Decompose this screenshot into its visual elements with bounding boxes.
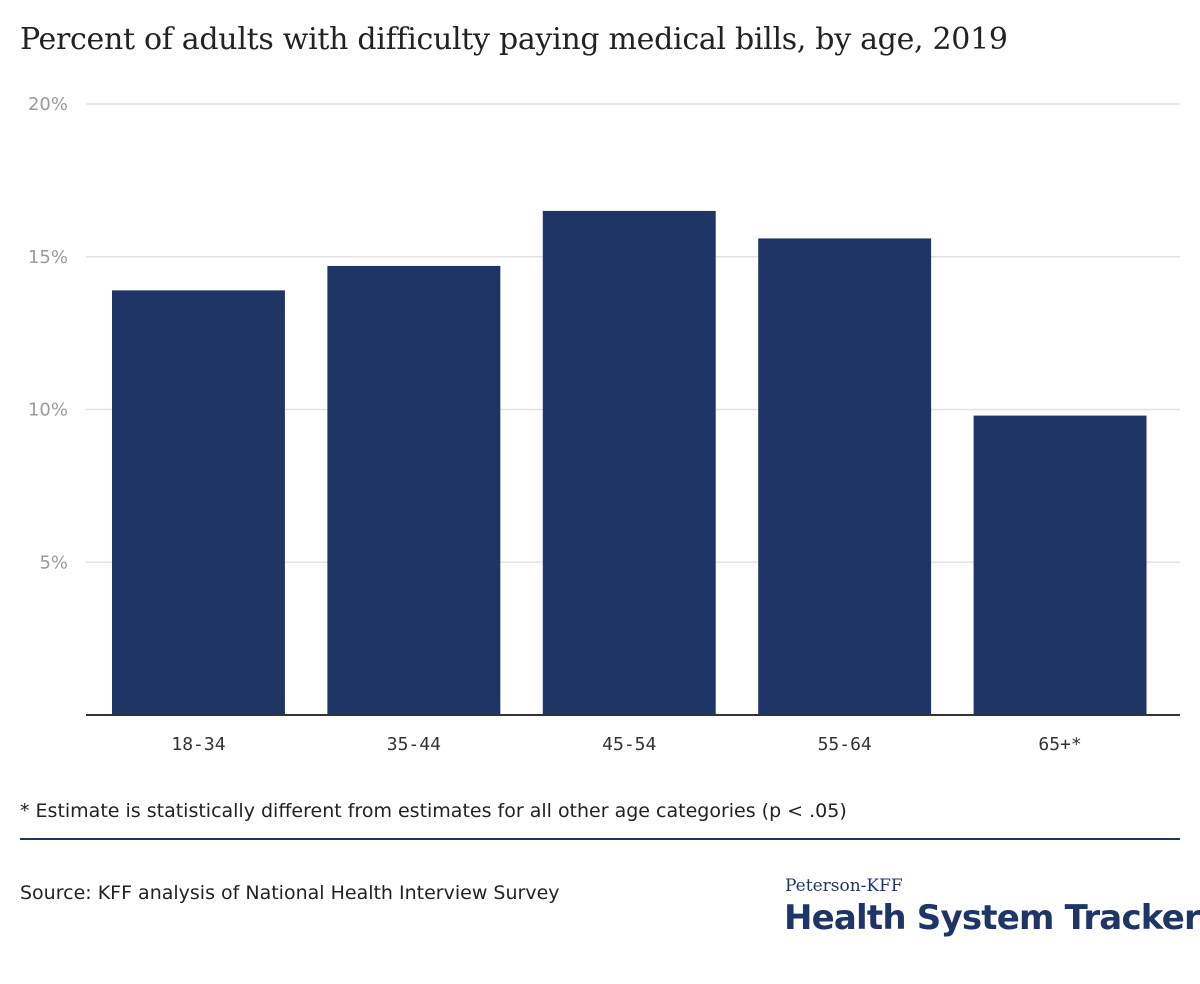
y-tick-label: 20% — [28, 94, 68, 115]
y-tick-label: 5% — [39, 552, 68, 573]
bar-65[interactable] — [973, 415, 1147, 715]
x-tick-label: 45-54 — [602, 734, 656, 755]
x-tick-label: 18-34 — [171, 734, 225, 755]
chart-title: Percent of adults with difficulty paying… — [20, 22, 1008, 57]
labels: 5% 10% 15% 20% 18-34 35-44 45-54 55-64 65+* — [28, 94, 1082, 755]
x-tick-label: 55-64 — [818, 734, 872, 755]
bar-chart: 5% 10% 15% 20% 18-34 35-44 45-54 55-64 65+* — [28, 94, 1180, 755]
bar-18-34[interactable] — [112, 290, 285, 715]
brand-subtitle: Peterson-KFF — [785, 876, 903, 896]
y-tick-label: 10% — [28, 400, 68, 421]
source-note: Source: KFF analysis of National Health … — [20, 882, 560, 904]
divider — [20, 838, 1180, 840]
brand-logo-text[interactable]: Health System Tracker — [784, 898, 1200, 938]
bar-55-64[interactable] — [758, 238, 932, 716]
y-tick-label: 15% — [28, 247, 68, 268]
bars — [112, 210, 1147, 716]
bar-45-54[interactable] — [542, 210, 716, 716]
x-tick-label: 65+* — [1038, 734, 1081, 755]
footnote: * Estimate is statistically different fr… — [20, 800, 847, 822]
bar-35-44[interactable] — [327, 265, 501, 715]
x-tick-label: 35-44 — [387, 734, 441, 755]
